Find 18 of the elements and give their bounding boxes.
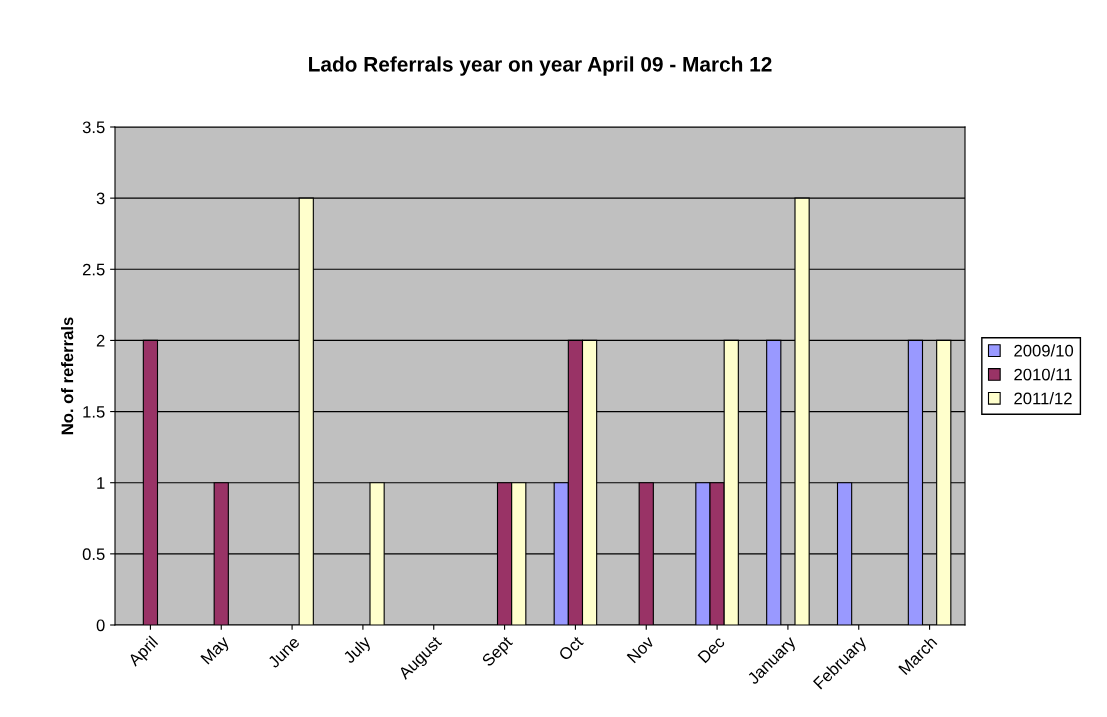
y-tick-label: 1.5 [83, 406, 105, 418]
y-tick-label: 3.5 [82, 121, 105, 134]
y-tick-label: 0 [96, 619, 105, 632]
chart-title: Lado Referrals year on year April 09 - March 12 [309, 56, 772, 76]
x-tick-label: May [200, 635, 233, 667]
y-tick-label: 2.5 [82, 263, 105, 276]
y-tick-label: 0.5 [82, 548, 105, 561]
y-axis-title: No. of referrals [61, 317, 74, 435]
legend-label: 2011/12 [1014, 392, 1072, 405]
x-tick-label: Dec [697, 635, 726, 664]
y-tick-label: 3 [96, 192, 105, 205]
x-tick-label: Oct [557, 635, 584, 662]
x-tick-label: Nov [626, 635, 655, 664]
legend-label: 2009/10 [1014, 344, 1074, 357]
y-tick-label: 2 [96, 334, 105, 347]
legend-label: 2010/11 [1014, 368, 1072, 381]
y-tick-label: 1 [97, 477, 105, 489]
x-tick-label: July [342, 634, 374, 667]
